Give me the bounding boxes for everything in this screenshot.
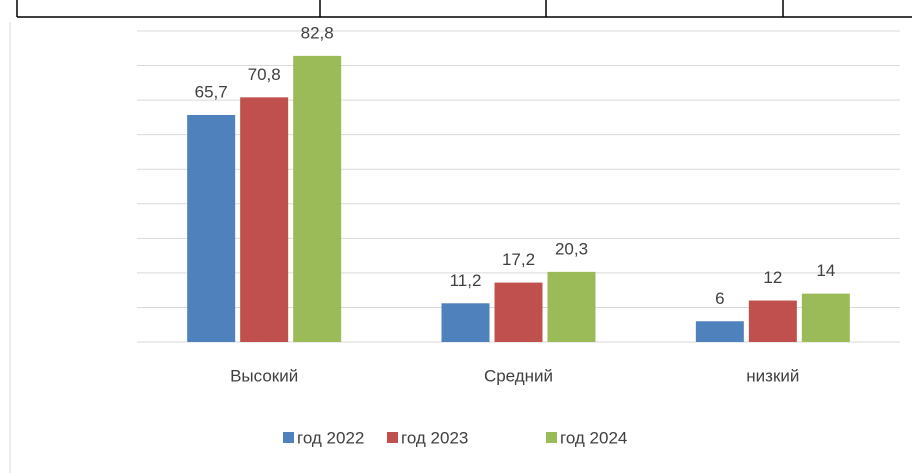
data-label: 82,8	[301, 23, 334, 42]
bar	[441, 303, 490, 342]
legend-label: год 2022	[297, 428, 364, 447]
bar	[240, 97, 289, 342]
data-label: 17,2	[502, 250, 535, 269]
x-tick-label: Средний	[484, 366, 553, 385]
legend-label: год 2024	[560, 428, 627, 447]
bar	[293, 55, 342, 342]
table-borders	[16, 0, 912, 18]
legend-swatch	[283, 432, 294, 443]
x-tick-label: Высокий	[230, 366, 298, 385]
data-label: 14	[816, 261, 835, 280]
data-label: 11,2	[450, 271, 482, 290]
bar	[494, 282, 543, 342]
data-label: 65,7	[195, 82, 228, 101]
bar	[748, 300, 797, 342]
data-label: 6	[715, 289, 724, 308]
bar	[801, 293, 850, 342]
legend-swatch	[546, 432, 557, 443]
data-label: 70,8	[248, 65, 281, 84]
x-tick-label: низкий	[746, 366, 799, 385]
bar	[695, 321, 744, 342]
legend-label: год 2023	[401, 428, 468, 447]
data-label: 20,3	[555, 239, 588, 258]
legend-swatch	[387, 432, 398, 443]
bar	[547, 271, 596, 342]
bar	[187, 114, 236, 342]
data-label: 12	[763, 268, 782, 287]
